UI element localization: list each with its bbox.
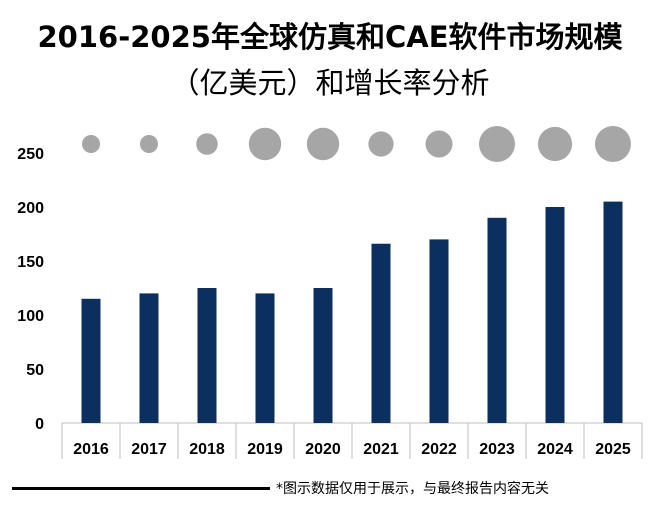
x-tick-label: 2017 (131, 441, 167, 458)
y-tick-label: 100 (17, 308, 44, 325)
x-tick-label: 2025 (595, 441, 631, 458)
x-tick-label: 2020 (305, 441, 341, 458)
bar (81, 298, 101, 423)
growth-bubble (248, 127, 282, 161)
y-tick-label: 50 (26, 362, 44, 379)
x-tick-label: 2021 (363, 441, 399, 458)
x-tick-label: 2022 (421, 441, 457, 458)
growth-bubble (425, 130, 453, 158)
growth-bubble (479, 126, 515, 162)
growth-bubble (140, 135, 158, 153)
footer-note: *图示数据仅用于展示，与最终报告内容无关 (276, 481, 549, 497)
growth-bubble (368, 131, 394, 157)
bar (197, 288, 217, 423)
bar (371, 243, 391, 423)
x-tick-label: 2024 (537, 441, 573, 458)
growth-bubble (196, 133, 218, 155)
title-line-1: 2016-2025年全球仿真和CAE软件市场规模 (37, 20, 623, 54)
growth-bubble (82, 135, 100, 153)
bar (429, 239, 449, 423)
x-tick-label: 2019 (247, 441, 283, 458)
growth-bubble (537, 126, 573, 162)
chart-title: 2016-2025年全球仿真和CAE软件市场规模 （亿美元）和增长率分析 (0, 14, 660, 106)
x-tick-label: 2023 (479, 441, 515, 458)
bar (545, 207, 565, 423)
y-tick-label: 0 (35, 416, 44, 433)
title-line-2: （亿美元）和增长率分析 (170, 66, 490, 100)
bar (487, 217, 507, 423)
bar (139, 293, 159, 423)
growth-bubble (306, 127, 340, 161)
y-tick-label: 250 (17, 146, 44, 163)
bar (255, 293, 275, 423)
y-tick-label: 200 (17, 200, 44, 217)
x-tick-label: 2018 (189, 441, 225, 458)
footer-divider (12, 487, 270, 490)
bar (313, 288, 333, 423)
y-tick-label: 150 (17, 254, 44, 271)
growth-bubble (595, 126, 631, 162)
x-tick-label: 2016 (73, 441, 109, 458)
bar (603, 201, 623, 423)
